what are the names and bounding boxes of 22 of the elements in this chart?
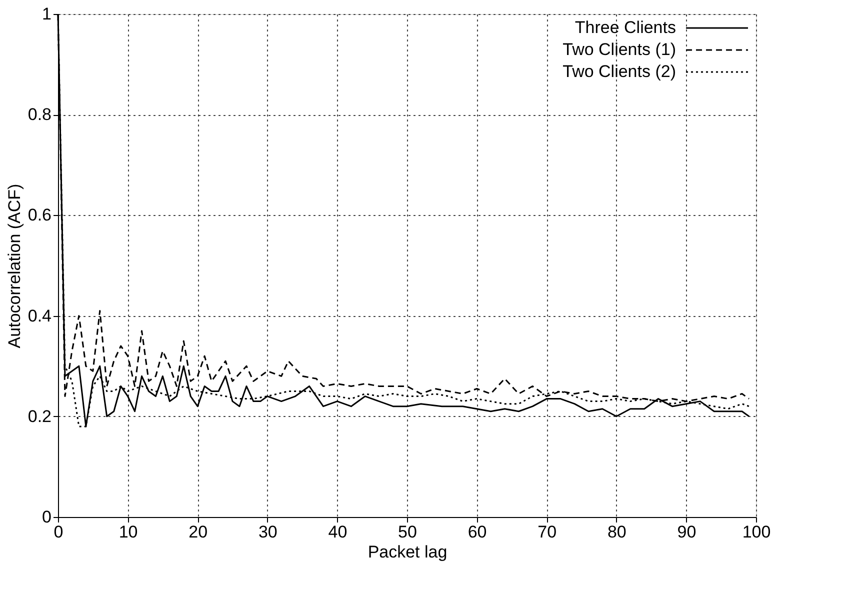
y-axis-title: Autocorrelation (ACF) bbox=[4, 184, 24, 348]
y-tick-label: 0.8 bbox=[28, 105, 52, 124]
y-tick-label: 0.2 bbox=[28, 406, 52, 426]
x-tick-label: 100 bbox=[742, 522, 771, 542]
x-tick-label: 90 bbox=[677, 522, 696, 542]
legend-label: Three Clients bbox=[574, 18, 676, 37]
x-tick-label: 30 bbox=[258, 522, 278, 542]
x-tick-label: 40 bbox=[328, 522, 348, 542]
y-tick-label: 0.6 bbox=[28, 206, 52, 225]
y-tick-label: 0 bbox=[42, 508, 52, 526]
x-tick-label: 10 bbox=[118, 522, 138, 542]
y-tick-label: 1 bbox=[42, 4, 52, 24]
legend-label: Two Clients (1) bbox=[562, 40, 676, 59]
x-tick-label: 20 bbox=[188, 522, 208, 542]
x-tick-label: 0 bbox=[54, 522, 64, 542]
x-tick-label: 50 bbox=[398, 522, 417, 542]
x-tick-label: 60 bbox=[468, 522, 487, 542]
y-tick-label: 0.4 bbox=[28, 306, 52, 326]
x-axis-title: Packet lag bbox=[368, 542, 448, 562]
x-tick-label: 80 bbox=[607, 522, 626, 542]
x-tick-label: 70 bbox=[538, 522, 557, 542]
legend-label: Two Clients (2) bbox=[562, 62, 676, 81]
